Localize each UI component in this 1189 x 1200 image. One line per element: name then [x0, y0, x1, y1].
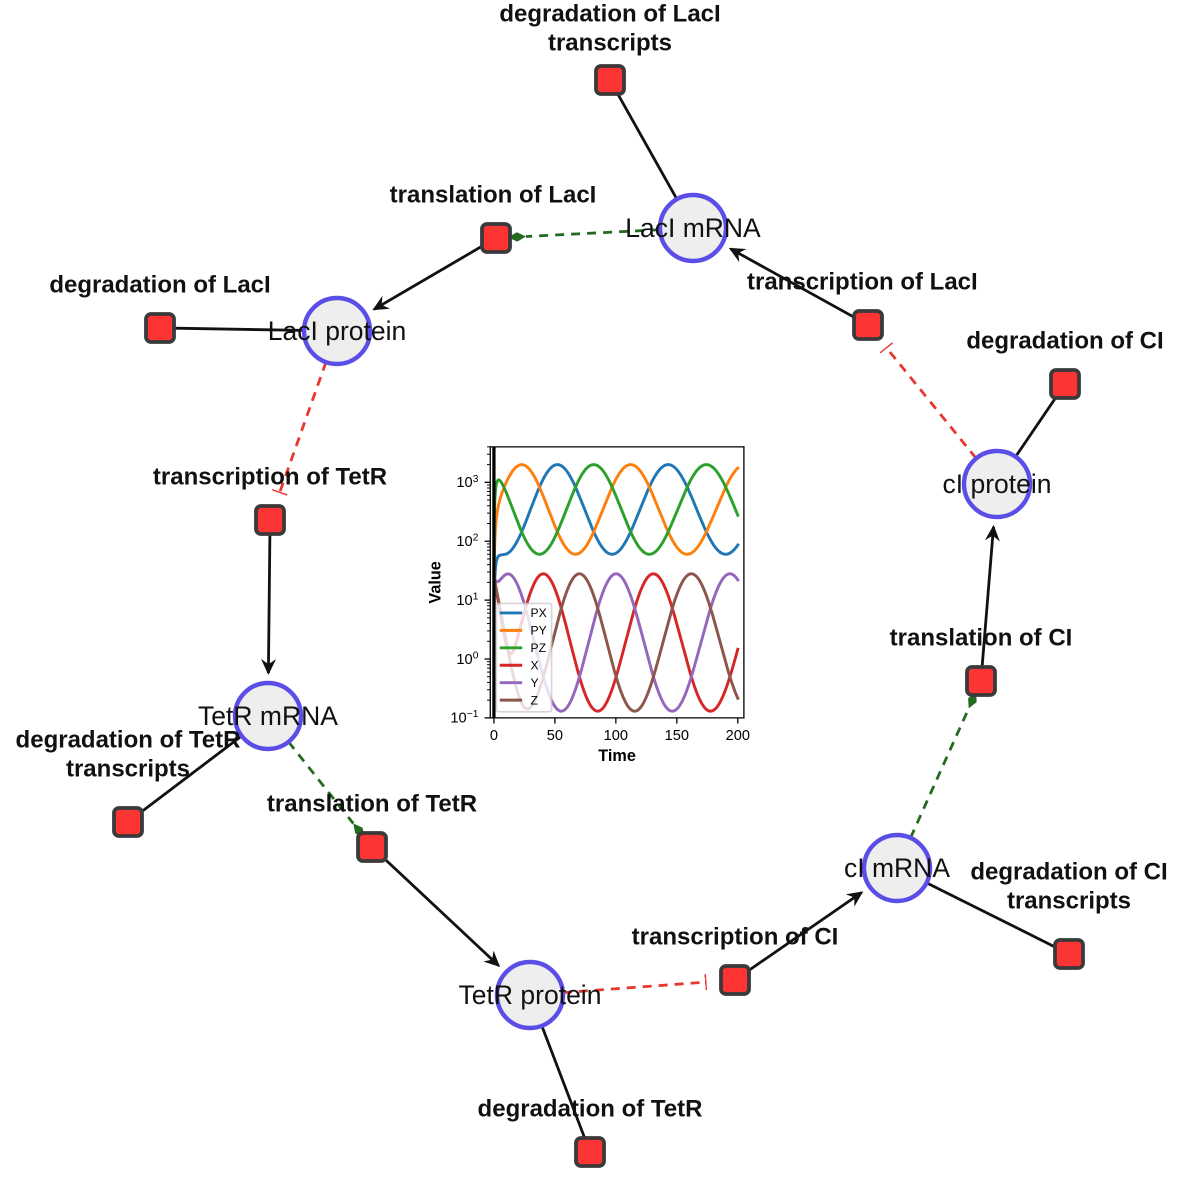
svg-text:100: 100 — [604, 728, 628, 744]
svg-text:Y: Y — [531, 676, 539, 690]
svg-text:200: 200 — [726, 728, 750, 744]
svg-text:PZ: PZ — [531, 641, 547, 655]
svg-text:Value: Value — [427, 561, 445, 603]
svg-text:X: X — [531, 659, 539, 673]
svg-text:PY: PY — [531, 624, 547, 638]
svg-text:150: 150 — [665, 728, 689, 744]
svg-text:50: 50 — [547, 728, 563, 744]
svg-text:Z: Z — [531, 693, 539, 707]
svg-text:0: 0 — [490, 728, 498, 744]
svg-text:PX: PX — [531, 606, 547, 620]
svg-text:Time: Time — [598, 747, 636, 765]
